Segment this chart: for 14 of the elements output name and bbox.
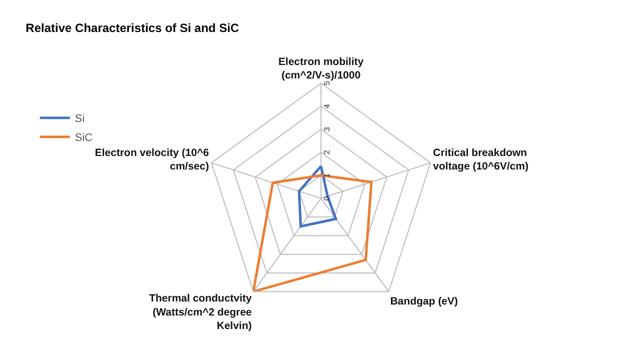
y-tick-label: 1 <box>322 172 332 178</box>
spoke-label: Thermal conductvity (Watts/cm^2 degree Kelvin) <box>149 292 252 332</box>
spoke-label: Bandgap (eV) <box>390 295 458 308</box>
y-tick-label: 5 <box>322 80 332 86</box>
y-tick-label: 3 <box>322 126 332 132</box>
y-tick-label: 4 <box>322 103 332 108</box>
spoke-label: Critical breakdown voltage (10^6V/cm) <box>433 146 528 173</box>
legend-label: SiC <box>74 132 93 144</box>
y-tick-label: 2 <box>322 150 332 155</box>
spoke-label: Electron velocity (10^6 cm/sec) <box>94 146 210 173</box>
legend-label: Si <box>74 113 85 126</box>
spoke-label: Electron mobility (cm^2/V-s)/1000 <box>278 56 364 82</box>
y-tick-label: 0 <box>322 196 332 201</box>
chart-title: Relative Characteristics of Si and SiC <box>26 21 240 36</box>
